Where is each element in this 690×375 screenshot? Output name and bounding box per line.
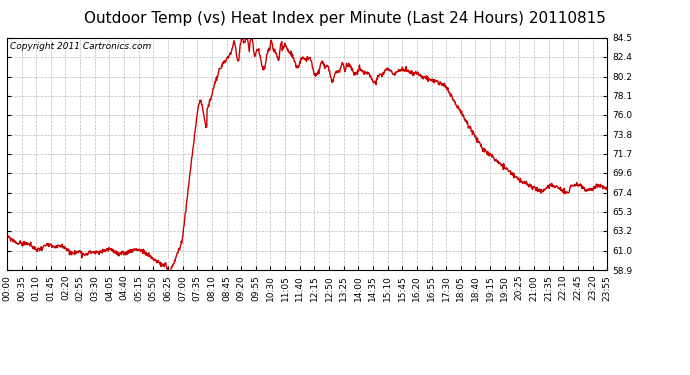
Text: Copyright 2011 Cartronics.com: Copyright 2011 Cartronics.com: [10, 42, 151, 51]
Text: Outdoor Temp (vs) Heat Index per Minute (Last 24 Hours) 20110815: Outdoor Temp (vs) Heat Index per Minute …: [84, 11, 606, 26]
